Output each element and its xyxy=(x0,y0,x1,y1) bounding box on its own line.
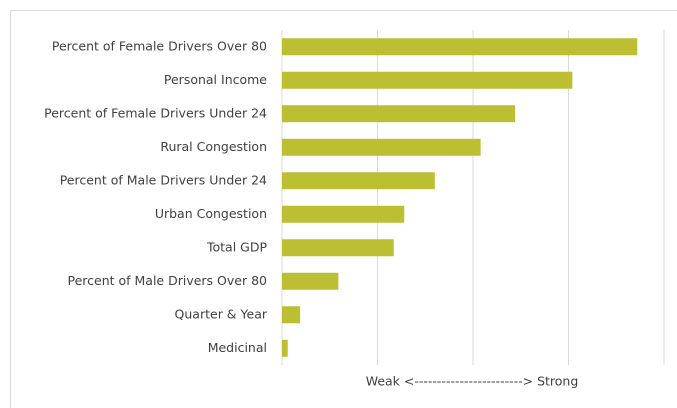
bar xyxy=(282,239,394,257)
y-tick-label: Percent of Male Drivers Over 80 xyxy=(67,273,267,288)
bar xyxy=(282,105,516,123)
y-tick-label: Percent of Female Drivers Under 24 xyxy=(44,105,267,120)
bar xyxy=(282,38,638,56)
chart-border xyxy=(10,10,677,408)
y-tick-label: Urban Congestion xyxy=(155,206,267,221)
bar xyxy=(282,205,405,223)
bar xyxy=(282,306,301,324)
y-tick-label: Quarter & Year xyxy=(175,306,268,321)
bar xyxy=(282,71,573,89)
y-tick-label: Personal Income xyxy=(164,72,267,87)
y-tick-label: Percent of Female Drivers Over 80 xyxy=(52,38,267,53)
bar xyxy=(282,172,435,190)
bar xyxy=(282,339,288,357)
y-tick-label: Percent of Male Drivers Under 24 xyxy=(60,172,267,187)
y-tick-label: Total GDP xyxy=(206,239,267,254)
bar xyxy=(282,272,339,290)
y-tick-label: Rural Congestion xyxy=(160,139,267,154)
x-axis-label: Weak <------------------------> Strong xyxy=(366,374,579,389)
y-tick-label: Medicinal xyxy=(208,340,267,355)
bar xyxy=(282,138,481,156)
